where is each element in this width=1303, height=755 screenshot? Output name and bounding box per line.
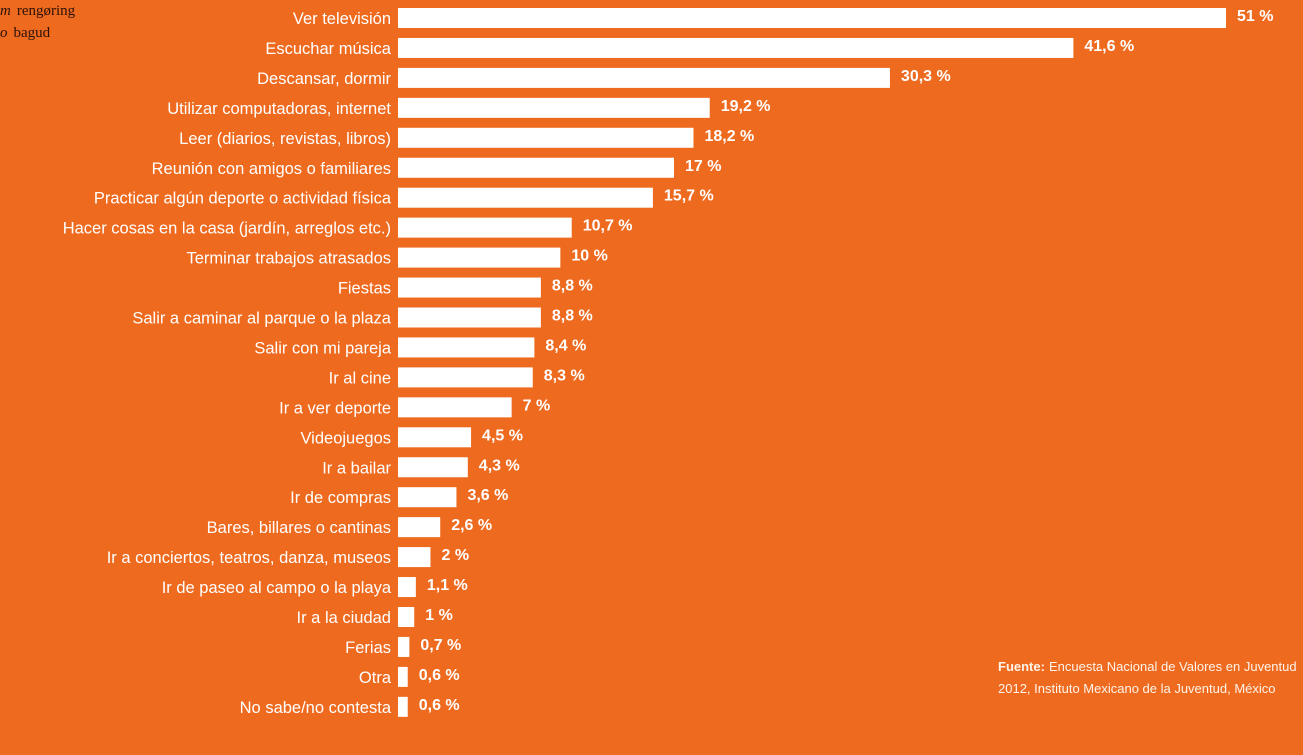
category-label: Hacer cosas en la casa (jardín, arreglos… [63,220,391,238]
corner-text: m rengøring o bagud [0,0,75,44]
category-label: Escuchar música [265,40,391,58]
bar [398,157,674,178]
category-label: Ir a bailar [322,459,391,477]
category-label: Descansar, dormir [257,70,391,88]
bar [398,247,561,268]
corner-line-lead: m [0,3,11,19]
category-label: Ir a conciertos, teatros, danza, museos [107,549,391,567]
category-label: Practicar algún deporte o actividad físi… [94,190,392,208]
category-label: Terminar trabajos atrasados [186,250,391,268]
category-label: Ir de compras [290,489,391,507]
source-note: Fuente: Encuesta Nacional de Valores en J… [998,656,1298,700]
category-label: Ir de paseo al campo o la playa [162,579,392,597]
corner-line-text: rengøring [16,3,76,19]
value-label: 4,3 % [479,457,520,474]
bar [398,577,416,598]
bar [398,37,1074,58]
category-label: Ir al cine [329,369,391,387]
category-label: Fiestas [338,280,391,298]
value-label: 10,7 % [583,218,633,235]
bar [398,636,410,657]
value-label: 2,6 % [451,517,492,534]
bar [398,187,653,208]
value-label: 10 % [571,248,607,265]
bar [398,517,441,538]
bar [398,607,415,627]
category-label: Reunión con amigos o familiares [152,160,391,178]
bar [398,307,541,328]
bar [398,457,468,478]
value-label: 2 % [441,547,469,564]
corner-line-lead: o [0,25,8,41]
bar [398,217,572,238]
value-label: 17 % [685,158,721,175]
value-label: 18,2 % [704,128,754,145]
bar [398,67,890,88]
category-label: Videojuegos [300,429,391,447]
value-label: 1,1 % [427,577,468,594]
corner-line: m rengøring [0,0,75,22]
value-label: 8,3 % [544,367,585,384]
corner-line-text: bagud [13,25,51,41]
bar [398,97,710,118]
value-label: 3,6 % [467,487,508,504]
bars [398,8,1226,717]
category-label: Ir a ver deporte [279,399,391,417]
value-labels: 51 % 41,6 % 30,3 % 19,2 % 18,2 % 17 % 15,7 % 10… [419,8,1274,714]
value-label: 7 % [523,397,551,414]
category-label: Otra [359,669,392,687]
value-label: 0,6 % [419,667,460,684]
value-label: 30,3 % [901,68,951,85]
value-label: 51 % [1237,8,1273,25]
value-label: 8,8 % [552,308,593,325]
value-label: 15,7 % [664,188,714,205]
category-label: Ver televisión [293,10,391,28]
bar [398,277,541,298]
bar [398,337,535,358]
source-label: Fuente: [998,659,1045,674]
value-label: 8,4 % [545,337,586,354]
value-label: 19,2 % [721,98,771,115]
bar [398,487,457,508]
category-label: Bares, billares o cantinas [207,519,391,537]
bar [398,666,408,687]
category-label: Leer (diarios, revistas, libros) [179,130,391,148]
category-label: Ferias [345,639,391,657]
value-label: 1 % [425,607,453,624]
value-label: 4,5 % [482,427,523,444]
category-label: Utilizar computadoras, internet [167,100,391,118]
bar [398,547,431,568]
category-label: Salir a caminar al parque o la plaza [132,310,391,328]
bar [398,8,1226,28]
category-labels: Ver televisión Escuchar música Descansar, … [63,10,392,717]
value-label: 41,6 % [1084,38,1134,55]
source-text: Encuesta Nacional de Valores en Juventud… [998,659,1297,696]
category-label: Salir con mi pareja [254,339,391,357]
value-label: 0,6 % [419,697,460,714]
bar [398,427,472,448]
bar [398,367,533,388]
bar [398,696,408,717]
bar [398,127,694,148]
category-label: No sabe/no contesta [240,699,392,717]
bar [398,397,512,418]
value-label: 8,8 % [552,278,593,295]
corner-line: o bagud [0,22,75,44]
value-label: 0,7 % [420,637,461,654]
category-label: Ir a la ciudad [297,609,391,627]
